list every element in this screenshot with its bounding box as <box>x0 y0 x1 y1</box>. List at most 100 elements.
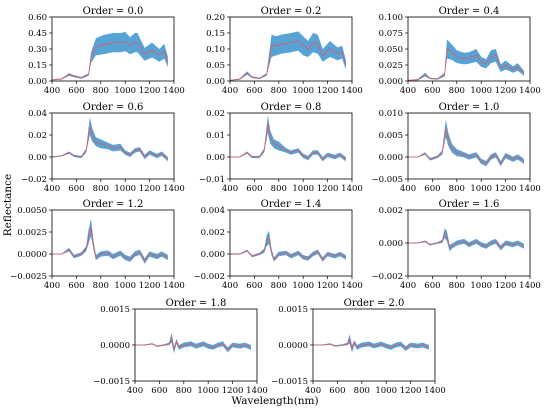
panel-5: Order = 1.0 400 600 800 1000 1200 1400 −0.005 0.… <box>372 102 541 194</box>
y-tick-label: −0.0015 <box>93 377 130 387</box>
x-tick-label: 1400 <box>163 281 185 291</box>
x-tick-label: 400 <box>222 184 238 194</box>
x-tick-label: 600 <box>424 86 440 96</box>
x-tick-label: 1200 <box>139 281 161 291</box>
band-area <box>52 218 168 264</box>
y-tick-label: 0.01 <box>206 131 225 141</box>
x-tick-label: 800 <box>271 86 287 96</box>
x-tick-label: 1000 <box>470 86 492 96</box>
x-tick-label: 800 <box>93 184 109 194</box>
x-tick-label: 1000 <box>292 184 314 194</box>
band-area <box>52 31 168 81</box>
y-tick-label: 0.60 <box>28 13 47 23</box>
x-tick-label: 1400 <box>341 281 363 291</box>
y-tick-label: 0.000 <box>201 250 225 260</box>
y-tick-label: 0.0000 <box>17 250 47 260</box>
mean-line <box>408 232 525 249</box>
x-tick-label: 1200 <box>317 281 339 291</box>
y-tick-label: −0.002 <box>194 272 225 282</box>
panel-3: Order = 0.6 400 600 800 1000 1200 1400 −0.02 0.0… <box>21 102 185 194</box>
y-tick-label: 0.100 <box>379 13 403 23</box>
mean-line <box>313 337 430 350</box>
band-area <box>52 117 168 162</box>
panel-title: Order = 0.6 <box>83 102 144 113</box>
x-tick-label: 600 <box>246 184 262 194</box>
x-tick-label: 600 <box>424 281 440 291</box>
x-tick-label: 1400 <box>341 86 363 96</box>
x-tick-label: 1400 <box>519 86 541 96</box>
x-tick-label: 1200 <box>317 184 339 194</box>
panel-title: Order = 1.6 <box>439 199 500 210</box>
y-tick-label: 0.005 <box>379 131 403 141</box>
x-tick-label: 600 <box>246 281 262 291</box>
mean-line <box>408 48 525 81</box>
x-tick-label: 1000 <box>114 184 136 194</box>
panel-0: Order = 0.0 400 600 800 1000 1200 1400 0.00 0.15… <box>28 6 185 96</box>
panel-4: Order = 0.8 400 600 800 1000 1200 1400 −0.01 0.0… <box>199 102 363 194</box>
mean-line <box>135 336 252 351</box>
x-tick-label: 1000 <box>470 184 492 194</box>
y-tick-label: 0.004 <box>201 206 225 216</box>
band-area <box>230 115 346 162</box>
band-area <box>408 39 524 81</box>
y-axis-label: Reflectance <box>2 174 14 237</box>
y-tick-label: 0.0000 <box>100 341 130 351</box>
panel-title: Order = 0.0 <box>83 6 144 17</box>
panel-2: Order = 0.4 400 600 800 1000 1200 1400 0.000 0.0… <box>379 6 541 96</box>
y-tick-label: 0.30 <box>28 45 47 55</box>
x-tick-label: 400 <box>222 281 238 291</box>
x-tick-label: 400 <box>222 86 238 96</box>
y-tick-label: −0.02 <box>21 175 47 185</box>
panel-title: Order = 0.4 <box>439 6 500 17</box>
y-tick-label: 0.15 <box>206 29 225 39</box>
x-tick-label: 1000 <box>292 86 314 96</box>
y-tick-label: 0.02 <box>206 109 225 119</box>
x-tick-label: 400 <box>127 386 143 396</box>
band-area <box>313 334 429 353</box>
x-tick-label: 1000 <box>375 386 397 396</box>
y-tick-label: 0.002 <box>379 206 403 216</box>
x-tick-label: 1400 <box>519 184 541 194</box>
x-tick-label: 1200 <box>495 86 517 96</box>
y-tick-label: 0.0050 <box>17 206 47 216</box>
y-tick-label: 0.025 <box>379 61 403 71</box>
panel-title: Order = 0.8 <box>261 102 322 113</box>
x-tick-label: 600 <box>68 184 84 194</box>
x-tick-label: 1400 <box>519 281 541 291</box>
y-tick-label: 0.000 <box>379 239 403 249</box>
x-tick-label: 400 <box>400 184 416 194</box>
x-tick-label: 1200 <box>139 86 161 96</box>
x-tick-label: 800 <box>449 184 465 194</box>
panel-7: Order = 1.4 400 600 800 1000 1200 1400 −0.002 0.… <box>194 199 363 291</box>
band-area <box>135 333 251 354</box>
y-tick-label: 0.002 <box>201 228 225 238</box>
y-tick-label: 0.0015 <box>278 305 308 315</box>
y-tick-label: 0.0025 <box>17 228 47 238</box>
band-area <box>408 228 524 252</box>
y-tick-label: −0.005 <box>372 175 403 185</box>
mean-line <box>230 123 347 160</box>
x-tick-label: 600 <box>68 86 84 96</box>
y-tick-label: 0.15 <box>28 61 47 71</box>
y-tick-label: 0.04 <box>28 109 47 119</box>
x-tick-label: 800 <box>449 281 465 291</box>
x-tick-label: 600 <box>246 86 262 96</box>
x-tick-label: 1200 <box>222 386 244 396</box>
x-tick-label: 1000 <box>197 386 219 396</box>
mean-line <box>408 128 525 165</box>
x-tick-label: 1200 <box>495 184 517 194</box>
band-area <box>230 230 346 262</box>
panel-8: Order = 1.6 400 600 800 1000 1200 1400 −0.002 0.… <box>372 199 541 291</box>
y-tick-label: −0.002 <box>372 272 403 282</box>
y-tick-label: 0.075 <box>379 29 403 39</box>
y-tick-label: 0.10 <box>206 45 225 55</box>
x-tick-label: 400 <box>44 281 60 291</box>
x-tick-label: 600 <box>151 386 167 396</box>
x-tick-label: 1200 <box>400 386 422 396</box>
panel-title: Order = 1.0 <box>439 102 500 113</box>
x-tick-label: 600 <box>329 386 345 396</box>
y-tick-label: −0.01 <box>199 175 225 185</box>
x-tick-label: 800 <box>93 86 109 96</box>
panel-title: Order = 1.4 <box>261 199 322 210</box>
y-tick-label: 0.00 <box>28 153 47 163</box>
